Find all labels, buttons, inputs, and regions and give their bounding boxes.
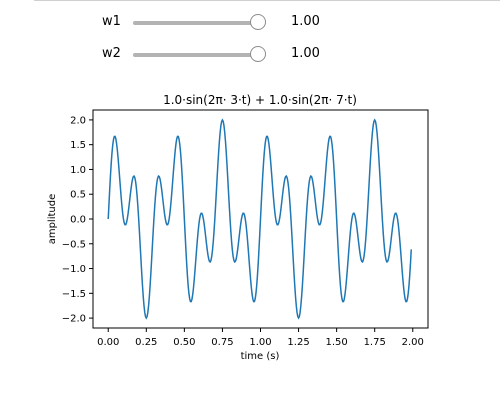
x-tick-label: 1.50 <box>326 337 348 348</box>
x-tick-label: 0.75 <box>211 337 233 348</box>
x-axis: 0.00 0.25 0.50 0.75 1.00 1.25 1.50 1.75 2.00 <box>97 328 424 348</box>
x-tick-label: 2.00 <box>402 337 424 348</box>
x-tick-label: 0.50 <box>173 337 195 348</box>
slider-w2-label: w2 <box>102 46 121 61</box>
slider-w1-label: w1 <box>102 14 121 29</box>
plot-area <box>107 118 412 320</box>
chart-title: 1.0·sin(2π· 3·t) + 1.0·sin(2π· 7·t) <box>163 93 357 107</box>
x-axis-label: time (s) <box>241 351 280 362</box>
x-tick-label: 1.75 <box>364 337 386 348</box>
slider-w1-handle[interactable] <box>250 14 266 30</box>
y-tick-label: 0.5 <box>70 190 86 201</box>
slider-w2[interactable]: w2 1.00 <box>0 44 500 66</box>
x-tick-label: 0.00 <box>97 337 119 348</box>
y-tick-label: −0.5 <box>62 239 86 250</box>
y-axis: 2.0 1.5 1.0 0.5 0.0 −0.5 −1.0 −1.5 −2.0 <box>62 115 93 325</box>
y-tick-label: −1.5 <box>62 289 86 300</box>
y-tick-label: −1.0 <box>62 264 86 275</box>
y-tick-label: 2.0 <box>70 115 86 126</box>
slider-w1-track[interactable] <box>133 21 259 25</box>
top-divider <box>34 0 500 1</box>
y-tick-label: 1.0 <box>70 165 86 176</box>
x-tick-label: 1.00 <box>249 337 271 348</box>
slider-w1-value: 1.00 <box>291 14 320 29</box>
x-tick-label: 1.25 <box>287 337 309 348</box>
x-tick-label: 0.25 <box>135 337 157 348</box>
slider-w1[interactable]: w1 1.00 <box>0 12 500 34</box>
y-tick-label: −2.0 <box>62 314 86 325</box>
slider-w2-track[interactable] <box>133 53 259 57</box>
y-axis-label: amplitude <box>47 194 58 245</box>
slider-w2-value: 1.00 <box>291 46 320 61</box>
signal-line <box>107 118 412 320</box>
slider-w2-handle[interactable] <box>250 46 266 62</box>
y-tick-label: 0.0 <box>70 215 86 226</box>
y-tick-label: 1.5 <box>70 140 86 151</box>
